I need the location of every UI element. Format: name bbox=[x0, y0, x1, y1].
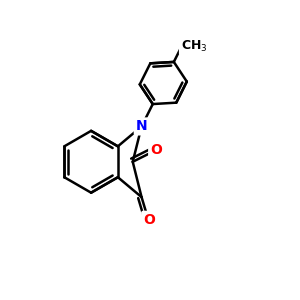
Text: O: O bbox=[143, 213, 155, 227]
Text: N: N bbox=[136, 119, 147, 134]
Text: CH$_3$: CH$_3$ bbox=[181, 39, 207, 54]
Text: O: O bbox=[150, 143, 162, 157]
